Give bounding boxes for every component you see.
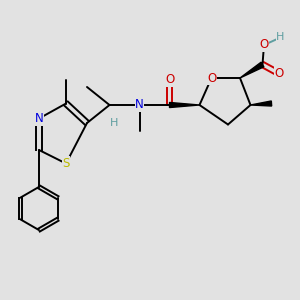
Text: S: S xyxy=(62,157,70,170)
Text: O: O xyxy=(260,38,268,52)
Text: N: N xyxy=(34,112,43,125)
Text: H: H xyxy=(276,32,285,43)
Text: N: N xyxy=(135,98,144,112)
Polygon shape xyxy=(240,62,264,78)
Polygon shape xyxy=(250,101,272,106)
Text: H: H xyxy=(110,118,118,128)
Text: O: O xyxy=(165,73,174,86)
Polygon shape xyxy=(169,102,200,108)
Text: O: O xyxy=(274,67,284,80)
Text: O: O xyxy=(207,71,216,85)
